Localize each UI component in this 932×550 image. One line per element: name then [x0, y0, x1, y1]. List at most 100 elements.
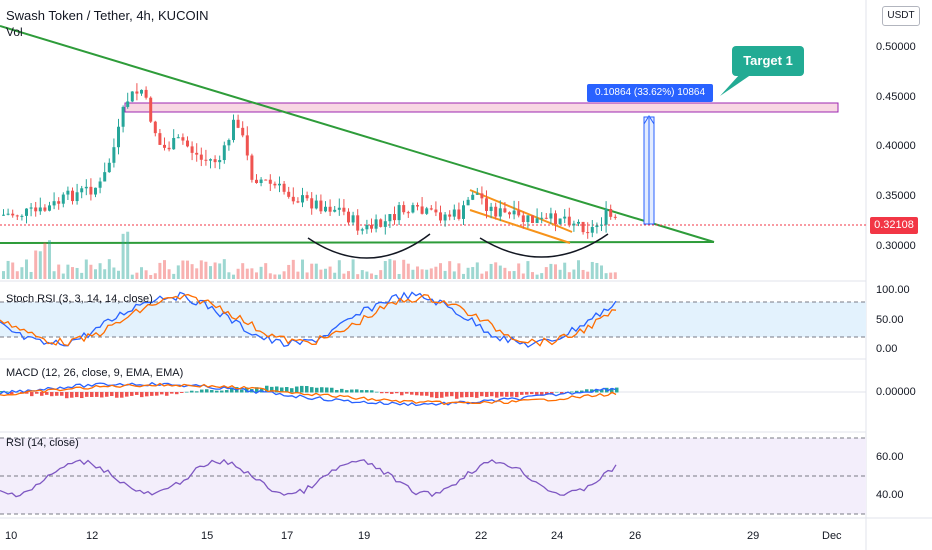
currency-button[interactable]: USDT: [882, 6, 920, 26]
stoch-tick: 100.00: [876, 284, 910, 296]
macd-hist-bar: [25, 392, 29, 394]
macd-hist-bar: [440, 392, 444, 398]
volume-bar: [117, 270, 120, 279]
rsi-label[interactable]: RSI (14, close): [6, 437, 79, 449]
candle-body: [186, 140, 189, 147]
candle-body: [540, 217, 544, 219]
macd-hist-bar: [180, 392, 184, 393]
macd-label[interactable]: MACD (12, 26, close, 9, EMA, EMA): [6, 367, 184, 379]
candle-body: [577, 221, 580, 224]
macd-hist-bar: [60, 392, 64, 396]
candle-body: [250, 155, 254, 180]
macd-hist-bar: [245, 387, 249, 393]
macd-hist-bar: [595, 389, 599, 393]
candle-body: [370, 225, 373, 229]
candle-body: [89, 186, 93, 195]
macd-hist-bar: [590, 389, 594, 393]
macd-hist-bar: [120, 392, 124, 398]
macd-hist-bar: [205, 389, 209, 393]
macd-hist-bar: [75, 392, 79, 398]
macd-hist-bar: [380, 392, 384, 394]
macd-hist-bar: [560, 392, 564, 395]
candle-body: [296, 201, 300, 203]
rsi-line: [0, 458, 617, 498]
time-tick: 29: [747, 530, 760, 542]
volume-bar: [314, 263, 318, 279]
volume-bar: [526, 261, 530, 279]
candle-body: [117, 126, 120, 148]
macd-hist-bar: [600, 389, 604, 393]
macd-hist-bar: [460, 392, 464, 398]
macd-hist-bar: [70, 392, 74, 398]
candle-body: [563, 216, 567, 219]
volume-bar: [374, 274, 378, 279]
candle-body: [305, 195, 309, 199]
volume-bar: [255, 272, 258, 279]
candle-body: [2, 214, 5, 216]
candle-body: [567, 216, 571, 226]
candle-body: [20, 215, 24, 217]
volume-bar: [163, 260, 166, 279]
candle-body: [15, 215, 19, 217]
macd-hist-bar: [525, 392, 529, 395]
candle-body: [498, 208, 502, 217]
volume-bar: [586, 271, 590, 279]
candle-body: [388, 214, 392, 222]
macd-hist-bar: [410, 392, 414, 395]
macd-hist-bar: [40, 392, 44, 396]
volume-bar: [195, 268, 199, 279]
volume-bar: [140, 267, 143, 279]
candle-body: [282, 183, 286, 192]
volume-bar: [2, 271, 5, 279]
volume-bar: [245, 268, 249, 279]
stoch-rsi-label[interactable]: Stoch RSI (3, 3, 14, 14, close): [6, 293, 153, 305]
macd-hist-bar: [295, 386, 299, 393]
candle-body: [75, 192, 79, 202]
volume-bar: [181, 260, 185, 279]
macd-hist-bar: [400, 392, 404, 396]
macd-hist-bar: [425, 392, 429, 396]
candle-body: [80, 188, 84, 193]
time-tick: 24: [551, 530, 564, 542]
candle-body: [140, 89, 143, 94]
time-tick: 10: [5, 530, 18, 542]
candle-body: [126, 101, 130, 107]
candle-body: [43, 207, 47, 211]
candle-body: [425, 208, 429, 214]
volume-bar: [144, 270, 148, 279]
macd-hist-bar: [515, 392, 519, 398]
macd-hist-bar: [610, 388, 614, 393]
volume-bar: [549, 263, 553, 279]
macd-hist-bar: [160, 392, 164, 395]
volume-bar: [98, 263, 102, 279]
candle-body: [319, 200, 323, 212]
volume-bar: [296, 271, 300, 279]
volume-bar: [227, 272, 231, 279]
candle-body: [236, 119, 240, 128]
candle-body: [213, 159, 217, 163]
volume-bar: [186, 260, 189, 279]
macd-hist-bar: [475, 392, 479, 398]
macd-hist-bar: [90, 392, 94, 398]
candle-body: [209, 159, 212, 161]
volume-bar: [112, 267, 116, 279]
candle-body: [38, 207, 42, 212]
candle-body: [218, 160, 222, 163]
volume-bar: [66, 264, 70, 279]
volume-bar: [577, 260, 580, 279]
candle-body: [526, 215, 530, 223]
target-callout[interactable]: Target 1: [732, 46, 804, 76]
macd-hist-bar: [405, 392, 409, 394]
volume-bar: [370, 273, 373, 279]
candle-body: [176, 137, 180, 139]
macd-hist-bar: [415, 392, 419, 396]
volume-bar: [250, 268, 254, 279]
volume-bar: [503, 267, 507, 279]
macd-hist-bar: [545, 392, 549, 395]
volume-bar: [241, 263, 245, 279]
candle-body: [227, 140, 231, 146]
time-tick: 17: [281, 530, 294, 542]
volume-bar: [397, 273, 401, 279]
time-tick: 26: [629, 530, 642, 542]
